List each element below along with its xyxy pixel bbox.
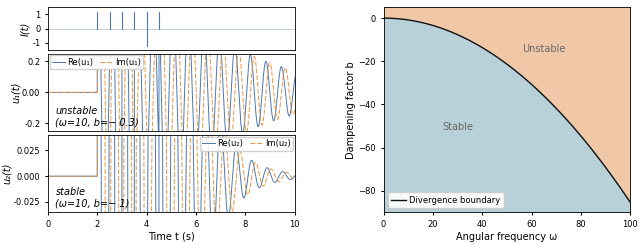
Re(u₂) xyxy=(44,175,52,178)
Re(u₁) xyxy=(44,91,52,94)
Y-axis label: Dampening factor b: Dampening factor b xyxy=(346,61,356,159)
Re(u₂) xyxy=(241,195,249,198)
Text: unstable
(ω=10, b=− 0.3): unstable (ω=10, b=− 0.3) xyxy=(56,106,139,127)
Im(u₁) xyxy=(291,107,299,110)
Re(u₁) xyxy=(126,196,134,199)
Line: Re(u₂): Re(u₂) xyxy=(48,0,295,244)
Im(u₂) xyxy=(291,177,299,180)
Line: Im(u₁): Im(u₁) xyxy=(48,0,295,244)
Re(u₁) xyxy=(241,118,249,121)
Re(u₂) xyxy=(44,175,52,178)
Line: Im(u₂): Im(u₂) xyxy=(48,0,295,244)
Im(u₂) xyxy=(207,97,214,100)
Im(u₁) xyxy=(171,29,179,31)
X-axis label: Angular frequency ω: Angular frequency ω xyxy=(456,232,557,242)
Legend: Divergence boundary: Divergence boundary xyxy=(388,193,504,208)
Re(u₁) xyxy=(44,91,52,94)
Re(u₁) xyxy=(291,76,299,79)
Re(u₁) xyxy=(207,142,214,145)
Legend: Re(u₂), Im(u₂): Re(u₂), Im(u₂) xyxy=(200,137,293,151)
Re(u₁) xyxy=(171,20,179,23)
Im(u₁) xyxy=(228,134,236,137)
Im(u₂) xyxy=(228,210,236,213)
Legend: Re(u₁), Im(u₁): Re(u₁), Im(u₁) xyxy=(50,55,143,70)
X-axis label: Time t (s): Time t (s) xyxy=(148,232,195,242)
Re(u₂) xyxy=(291,174,299,177)
Text: Stable: Stable xyxy=(442,122,473,132)
Y-axis label: u₂(t): u₂(t) xyxy=(3,163,12,184)
Im(u₁) xyxy=(44,91,52,94)
Y-axis label: u₁(t): u₁(t) xyxy=(11,82,20,103)
Y-axis label: I(t): I(t) xyxy=(20,21,31,36)
Im(u₂) xyxy=(44,175,52,178)
Text: Unstable: Unstable xyxy=(522,44,566,54)
Text: stable
(ω=10, b=− 1): stable (ω=10, b=− 1) xyxy=(56,187,130,208)
Im(u₁) xyxy=(241,121,249,124)
Re(u₂) xyxy=(228,180,236,183)
Im(u₂) xyxy=(44,175,52,178)
Im(u₁) xyxy=(44,91,52,94)
Re(u₁) xyxy=(228,72,236,75)
Im(u₂) xyxy=(171,119,179,122)
Re(u₂) xyxy=(207,209,214,212)
Line: Re(u₁): Re(u₁) xyxy=(48,0,295,244)
Im(u₂) xyxy=(241,181,249,183)
Im(u₁) xyxy=(207,57,214,60)
